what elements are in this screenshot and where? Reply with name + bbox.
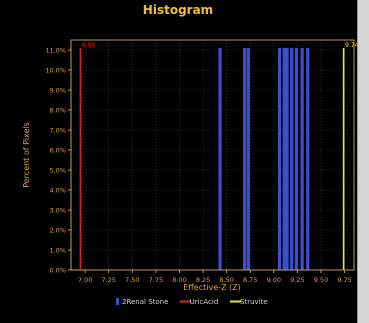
x-tick-label: 8.25 [196,276,210,284]
y-tick-label: 6.0% [49,147,66,155]
bar [300,48,304,270]
x-tick-label: 8.50 [219,276,233,284]
x-axis-label: Effective-Z (Z) [183,283,241,292]
plot-border [70,39,355,271]
legend-label: UricAcid [190,298,219,306]
data-label: 9.74 [345,42,357,49]
bar [242,48,247,270]
y-tick-label: 0.0% [49,267,66,275]
x-tick-label: 7.75 [149,276,163,284]
legend-label: Struvite [240,298,268,306]
x-axis-ticks: 7.00 7.25 7.50 7.75 8.00 8.25 8.50 8.75 9.00 9.25… [78,270,352,284]
plot-area [71,40,354,270]
bar [282,48,286,270]
y-tick-label: 9.0% [49,87,66,95]
y-tick-label: 8.0% [49,107,66,115]
y-tick-label: 2.0% [49,227,66,235]
bar [277,48,282,270]
legend-label: 2Renal Stone [122,298,168,306]
y-axis-ticks: 0.0% 1.0% 2.0% 3.0% 4.0% 5.0% 6.0% 7.0% 8.0% 9.0%… [45,47,71,275]
bar [306,48,310,270]
y-tick-label: 7.0% [49,127,66,135]
x-tick-label: 9.50 [314,276,328,284]
bar [342,48,345,270]
bars: 6.95 9.74 [79,42,357,270]
x-tick-label: 9.25 [290,276,304,284]
x-tick-label: 9.75 [337,276,351,284]
data-label: 6.95 [82,42,96,49]
legend-swatch [116,298,119,305]
legend-swatch [230,300,241,303]
bar [285,48,289,270]
y-tick-label: 1.0% [49,247,66,255]
bar [79,48,82,270]
scrollbar-track[interactable] [357,0,369,323]
y-tick-label: 11.0% [45,47,66,55]
y-axis-label: Percent of Pixels [22,122,31,188]
y-tick-label: 3.0% [49,207,66,215]
chart-panel: Histogram 6.95 9.74 7.00 7.25 7.50 7.75 8.00 8… [0,0,357,323]
x-tick-label: 7.00 [78,276,92,284]
legend-swatch [179,300,191,303]
y-tick-label: 4.0% [49,187,66,195]
bar [246,48,250,270]
x-tick-label: 7.25 [101,276,115,284]
bar [218,48,222,270]
histogram-chart: Histogram 6.95 9.74 7.00 7.25 7.50 7.75 8.00 8… [22,3,357,306]
x-tick-label: 8.75 [243,276,257,284]
bar [294,48,299,270]
chart-title: Histogram [143,3,213,17]
x-tick-label: 7.50 [125,276,139,284]
legend: 2Renal Stone UricAcid Struvite [116,298,268,306]
y-tick-label: 10.0% [45,67,66,75]
y-tick-label: 5.0% [49,167,66,175]
x-tick-label: 8.00 [172,276,186,284]
bar [290,48,294,270]
x-tick-label: 9.00 [267,276,281,284]
